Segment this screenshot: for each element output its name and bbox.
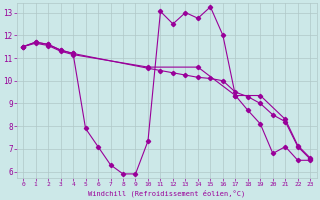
X-axis label: Windchill (Refroidissement éolien,°C): Windchill (Refroidissement éolien,°C) xyxy=(88,189,245,197)
